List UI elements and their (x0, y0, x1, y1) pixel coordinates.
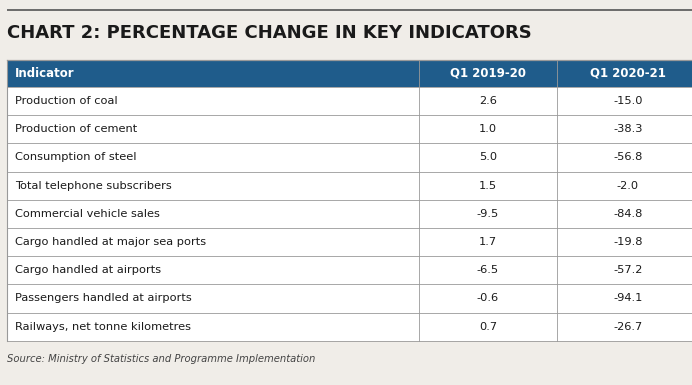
Text: Railways, net tonne kilometres: Railways, net tonne kilometres (15, 321, 191, 331)
Text: -9.5: -9.5 (477, 209, 499, 219)
Text: 1.7: 1.7 (479, 237, 497, 247)
Text: Total telephone subscribers: Total telephone subscribers (15, 181, 172, 191)
Text: 1.0: 1.0 (479, 124, 497, 134)
Bar (7, 228, 692, 256)
Text: -2.0: -2.0 (617, 181, 639, 191)
Text: -6.5: -6.5 (477, 265, 499, 275)
Bar (7, 115, 692, 143)
Text: -56.8: -56.8 (613, 152, 643, 162)
Bar (7, 200, 692, 228)
Text: -15.0: -15.0 (613, 96, 643, 106)
Text: CHART 2: PERCENTAGE CHANGE IN KEY INDICATORS: CHART 2: PERCENTAGE CHANGE IN KEY INDICA… (7, 24, 531, 42)
Bar (7, 172, 692, 200)
Text: 2.6: 2.6 (479, 96, 497, 106)
Text: Passengers handled at airports: Passengers handled at airports (15, 293, 192, 303)
Text: -0.6: -0.6 (477, 293, 499, 303)
Text: -26.7: -26.7 (613, 321, 643, 331)
Text: Q1 2019-20: Q1 2019-20 (450, 67, 526, 80)
Text: -19.8: -19.8 (613, 237, 643, 247)
Text: Consumption of steel: Consumption of steel (15, 152, 137, 162)
Text: -84.8: -84.8 (613, 209, 643, 219)
Text: -57.2: -57.2 (613, 265, 643, 275)
Text: Production of coal: Production of coal (15, 96, 118, 106)
Text: Commercial vehicle sales: Commercial vehicle sales (15, 209, 160, 219)
Text: Source: Ministry of Statistics and Programme Implementation: Source: Ministry of Statistics and Progr… (7, 354, 316, 364)
Bar (7, 143, 692, 172)
Bar (7, 87, 692, 115)
Bar (7, 256, 692, 285)
Text: 1.5: 1.5 (479, 181, 497, 191)
Bar (7, 313, 692, 341)
Text: -94.1: -94.1 (613, 293, 643, 303)
Text: Cargo handled at airports: Cargo handled at airports (15, 265, 161, 275)
Text: -38.3: -38.3 (613, 124, 643, 134)
Text: Q1 2020-21: Q1 2020-21 (590, 67, 666, 80)
Text: 0.7: 0.7 (479, 321, 497, 331)
Bar (7, 60, 692, 87)
Text: Indicator: Indicator (15, 67, 75, 80)
Text: Cargo handled at major sea ports: Cargo handled at major sea ports (15, 237, 206, 247)
Bar (7, 285, 692, 313)
Text: Production of cement: Production of cement (15, 124, 138, 134)
Text: 5.0: 5.0 (479, 152, 497, 162)
